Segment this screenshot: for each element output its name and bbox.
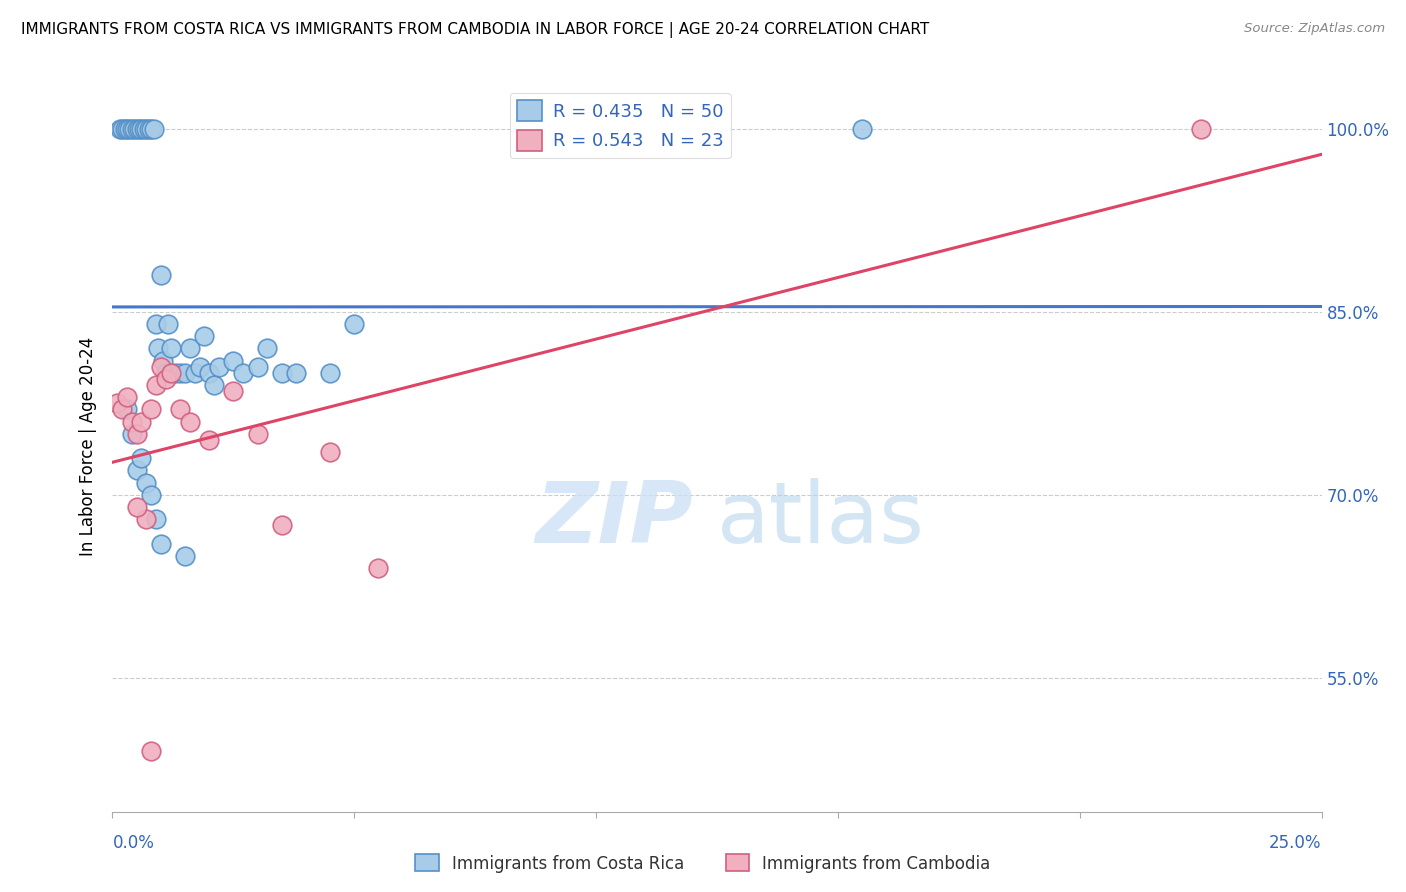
Point [193, 329, 215, 343]
Point [343, 317, 366, 331]
Point [142, 122, 165, 136]
Point [114, 122, 136, 136]
Point [135, 512, 157, 526]
Text: IMMIGRANTS FROM COSTA RICA VS IMMIGRANTS FROM CAMBODIA IN LABOR FORCE | AGE 20-2: IMMIGRANTS FROM COSTA RICA VS IMMIGRANTS… [21, 22, 929, 38]
Point [125, 426, 148, 441]
Point [135, 475, 157, 490]
Point [141, 488, 163, 502]
Point [138, 122, 160, 136]
Point [149, 268, 172, 283]
Point [232, 366, 254, 380]
Point [202, 378, 225, 392]
Legend: R = 0.435   N = 50, R = 0.543   N = 23: R = 0.435 N = 50, R = 0.543 N = 23 [509, 93, 731, 158]
Point [111, 402, 134, 417]
Point [169, 402, 191, 417]
Point [121, 415, 143, 429]
Text: atlas: atlas [717, 477, 925, 561]
Point [169, 366, 191, 380]
Point [285, 366, 308, 380]
Point [222, 353, 245, 368]
Point [159, 342, 181, 356]
Point [157, 317, 180, 331]
Point [145, 512, 167, 526]
Point [122, 122, 145, 136]
Point [105, 396, 128, 410]
Point [246, 359, 269, 374]
Point [111, 122, 134, 136]
Point [179, 415, 201, 429]
Point [270, 518, 292, 533]
Point [108, 122, 131, 136]
Point [851, 122, 873, 136]
Point [121, 122, 143, 136]
Point [183, 366, 205, 380]
Point [246, 426, 269, 441]
Point [145, 317, 167, 331]
Point [319, 366, 342, 380]
Point [208, 359, 231, 374]
Point [152, 353, 174, 368]
Point [118, 122, 141, 136]
Point [128, 122, 150, 136]
Point [149, 536, 172, 550]
Point [270, 366, 292, 380]
Point [145, 378, 167, 392]
Y-axis label: In Labor Force | Age 20-24: In Labor Force | Age 20-24 [79, 336, 97, 556]
Point [319, 445, 342, 459]
Point [131, 122, 153, 136]
Point [155, 366, 177, 380]
Point [115, 390, 138, 404]
Point [165, 366, 187, 380]
Point [121, 426, 143, 441]
Point [115, 402, 138, 417]
Point [141, 744, 163, 758]
Point [174, 549, 197, 563]
Point [198, 433, 221, 447]
Point [135, 122, 157, 136]
Point [125, 463, 148, 477]
Point [141, 122, 163, 136]
Point [125, 500, 148, 514]
Point [1189, 122, 1212, 136]
Point [174, 366, 197, 380]
Point [131, 451, 153, 466]
Point [131, 415, 153, 429]
Legend: Immigrants from Costa Rica, Immigrants from Cambodia: Immigrants from Costa Rica, Immigrants f… [409, 847, 997, 880]
Point [115, 122, 138, 136]
Point [141, 402, 163, 417]
Point [149, 359, 172, 374]
Point [367, 561, 389, 575]
Point [155, 372, 177, 386]
Point [222, 384, 245, 399]
Point [132, 122, 155, 136]
Text: Source: ZipAtlas.com: Source: ZipAtlas.com [1244, 22, 1385, 36]
Point [188, 359, 211, 374]
Text: 0.0%: 0.0% [112, 834, 155, 852]
Point [179, 342, 201, 356]
Point [256, 342, 278, 356]
Point [125, 122, 148, 136]
Point [159, 366, 181, 380]
Point [148, 342, 170, 356]
Text: ZIP: ZIP [536, 477, 693, 561]
Text: 25.0%: 25.0% [1270, 834, 1322, 852]
Point [198, 366, 221, 380]
